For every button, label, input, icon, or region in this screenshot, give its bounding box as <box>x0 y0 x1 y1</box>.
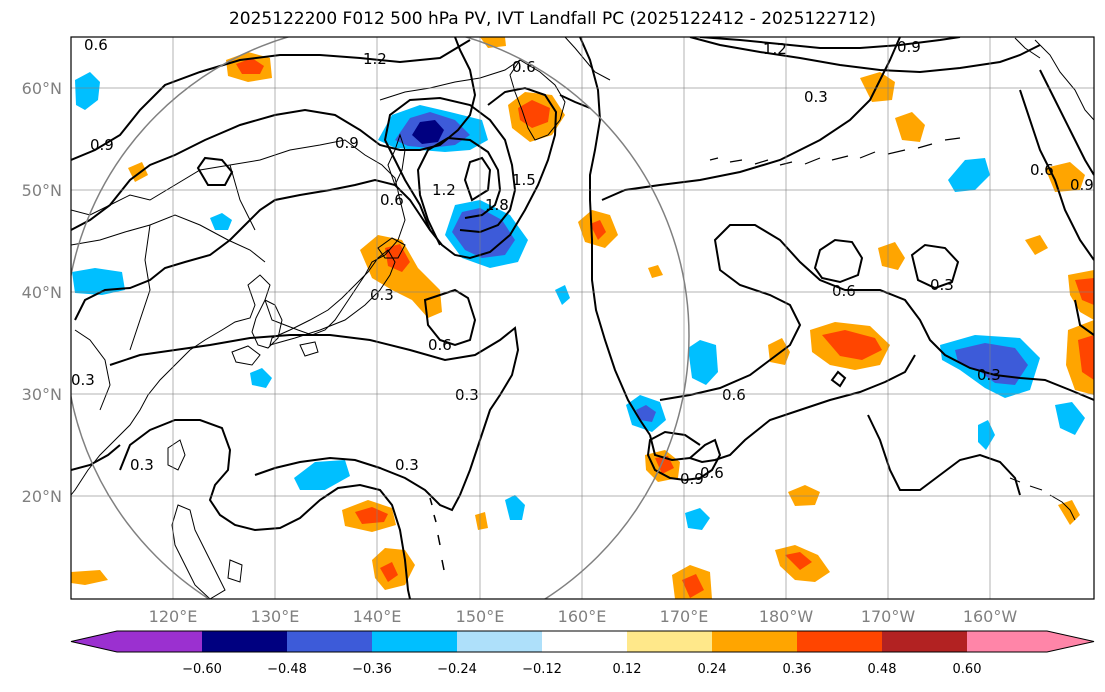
contour-label: 0.3 <box>455 386 479 404</box>
contour-label: 0.3 <box>370 286 394 304</box>
colorbar-seg <box>967 631 1047 652</box>
negative-anomaly-regions <box>72 72 1085 530</box>
contour-label: 0.3 <box>71 371 95 389</box>
contour-label: 0.6 <box>722 386 746 404</box>
lon-tick-label: 160°W <box>963 607 1018 626</box>
colorbar-tick-label: −0.60 <box>182 662 222 677</box>
lon-tick-label: 140°E <box>353 607 402 626</box>
colorbar-tick-label: 0.12 <box>613 662 642 677</box>
colorbar-seg <box>457 631 543 652</box>
contour-label: 0.6 <box>832 282 856 300</box>
lat-tick-label: 20°N <box>22 487 62 506</box>
colorbar-seg <box>287 631 373 652</box>
colorbar-seg <box>71 631 117 652</box>
colorbar-seg <box>1047 631 1094 652</box>
colorbar-tick-label: −0.36 <box>352 662 392 677</box>
colorbar-seg <box>372 631 458 652</box>
colorbar-tick-label: −0.48 <box>267 662 307 677</box>
contour-label: 0.6 <box>700 464 724 482</box>
contour-label: 0.6 <box>380 191 404 209</box>
contour-label: 0.9 <box>1070 176 1094 194</box>
latitude-tick-labels: 60°N 50°N 40°N 30°N 20°N <box>22 79 62 506</box>
map-frame <box>70 36 1095 600</box>
lat-tick-label: 30°N <box>22 385 62 404</box>
lat-tick-label: 50°N <box>22 181 62 200</box>
lon-tick-label: 150°E <box>456 607 505 626</box>
colorbar-tick-label: 0.48 <box>868 662 897 677</box>
contour-labels: 1.2 0.6 1.2 0.9 0.9 0.3 0.6 0.9 1.2 1.5 … <box>71 36 1094 488</box>
contour-label: 0.3 <box>977 366 1001 384</box>
contour-label: 1.5 <box>512 171 536 189</box>
colorbar-seg <box>627 631 713 652</box>
contour-label: 0.3 <box>930 276 954 294</box>
contour-label: 1.8 <box>485 196 509 214</box>
lon-tick-label: 170°W <box>861 607 916 626</box>
colorbar-seg <box>882 631 968 652</box>
contour-label: 0.9 <box>335 134 359 152</box>
colorbar-tick-label: 0.60 <box>953 662 982 677</box>
longitude-tick-labels: 120°E 130°E 140°E 150°E 160°E 170°E 180°… <box>149 607 1018 626</box>
colorbar-tick-label: −0.24 <box>437 662 477 677</box>
contour-label: 0.3 <box>804 88 828 106</box>
colorbar-seg <box>202 631 288 652</box>
colorbar-tick-label: 0.36 <box>783 662 812 677</box>
lon-tick-label: 130°E <box>251 607 300 626</box>
contour-label: 0.6 <box>84 36 108 54</box>
gridlines <box>71 37 1094 599</box>
colorbar-outline <box>70 630 1095 653</box>
contour-label: 0.3 <box>130 456 154 474</box>
contour-label: 0.6 <box>428 336 452 354</box>
contour-label: 0.6 <box>1030 161 1054 179</box>
colorbar: −0.60 −0.48 −0.36 −0.24 −0.12 0.12 0.24 … <box>70 630 1095 677</box>
colorbar-seg <box>797 631 883 652</box>
lon-tick-label: 120°E <box>149 607 198 626</box>
contour-label: 0.6 <box>512 58 536 76</box>
colorbar-seg <box>117 631 203 652</box>
lon-tick-label: 180°W <box>759 607 814 626</box>
contour-label: 0.3 <box>395 456 419 474</box>
contour-label: 0.9 <box>90 136 114 154</box>
colorbar-seg <box>542 631 628 652</box>
lat-tick-label: 60°N <box>22 79 62 98</box>
map-title: 2025122200 F012 500 hPa PV, IVT Landfall… <box>228 9 876 29</box>
colorbar-tick-label: 0.24 <box>698 662 727 677</box>
landfall-region-circle <box>71 37 690 599</box>
pv-contours <box>71 37 1094 599</box>
contour-label: 1.2 <box>763 40 787 58</box>
lat-tick-label: 40°N <box>22 283 62 302</box>
contour-label: 0.9 <box>680 470 704 488</box>
lon-tick-label: 160°E <box>558 607 607 626</box>
lon-tick-label: 170°E <box>660 607 709 626</box>
colorbar-seg <box>712 631 798 652</box>
contour-label: 0.9 <box>897 38 921 56</box>
contour-label: 1.2 <box>363 50 387 68</box>
colorbar-tick-label: −0.12 <box>522 662 562 677</box>
